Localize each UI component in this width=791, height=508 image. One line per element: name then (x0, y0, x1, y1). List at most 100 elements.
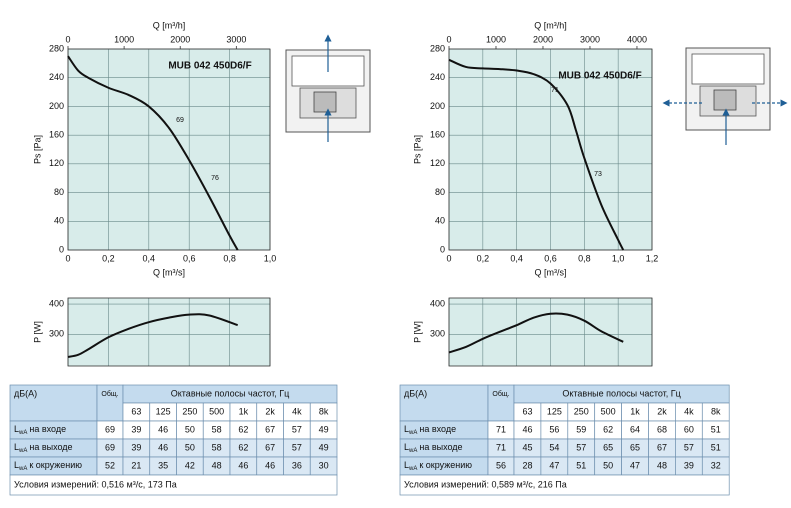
x2-tick-label: 3000 (226, 34, 246, 44)
band-label: 4k (292, 406, 302, 416)
row-text: к окружению (29, 460, 82, 470)
y-tick-label: 200 (49, 101, 64, 111)
band-value: 21 (131, 460, 141, 470)
band-label: 8k (711, 406, 721, 416)
band-value: 36 (292, 460, 302, 470)
y-tick-label: 0 (440, 244, 445, 254)
band-value: 56 (549, 424, 559, 434)
y-axis-label: Ps [Pa] (32, 135, 42, 164)
table-cell (487, 384, 515, 422)
y-tick-label: 400 (430, 298, 445, 308)
y-axis-label: P [W] (412, 321, 422, 343)
band-value: 65 (603, 442, 613, 452)
band-value: 46 (158, 424, 168, 434)
x2-tick-label: 1000 (486, 34, 506, 44)
y-tick-label: 80 (435, 187, 445, 197)
x2-tick-label: 1000 (114, 34, 134, 44)
y-tick-label: 160 (430, 130, 445, 140)
band-value: 62 (603, 424, 613, 434)
x-tick-label: 0,6 (544, 253, 557, 263)
y-tick-label: 160 (49, 130, 64, 140)
band-label: 4k (684, 406, 694, 416)
y-tick-label: 240 (430, 72, 445, 82)
band-value: 50 (603, 460, 613, 470)
row-label: LwA к окружению (404, 460, 472, 471)
row-label: LwA на входе (14, 424, 66, 435)
band-value: 67 (265, 424, 275, 434)
table-header: Октавные полосы частот, Гц (562, 388, 680, 398)
row-text: на выходе (419, 442, 462, 452)
fan-curve (448, 312, 624, 354)
model-label: MUB 042 450D6/F (168, 61, 251, 72)
band-label: 8k (319, 406, 329, 416)
x-tick-label: 0,4 (510, 253, 523, 263)
x-tick-label: 0,8 (223, 253, 236, 263)
x2-tick-label: 0 (65, 34, 70, 44)
x-tick-label: 1,0 (264, 253, 277, 263)
row-subscript: wA (408, 430, 417, 436)
band-label: 63 (131, 406, 141, 416)
table-header: Общ. (101, 390, 118, 398)
band-value: 68 (657, 424, 667, 434)
x-tick-label: 0,8 (578, 253, 591, 263)
row-label: LwA на выходе (14, 442, 73, 453)
table-cell (9, 474, 338, 496)
band-value: 60 (684, 424, 694, 434)
row-subscript: wA (18, 430, 27, 436)
row-total: 69 (105, 424, 115, 434)
band-value: 50 (185, 424, 195, 434)
x-tick-label: 0,2 (477, 253, 490, 263)
y-tick-label: 280 (430, 43, 445, 53)
row-total: 71 (496, 424, 506, 434)
row-label: LwA к окружению (14, 460, 82, 471)
band-value: 57 (292, 442, 302, 452)
sound-table: дБ(А) Общ. Октавные полосы частот, Гц 63 125… (399, 384, 730, 496)
x-axis-label: Q [m³/s] (535, 267, 567, 277)
row-text: к окружению (419, 460, 472, 470)
curve-annotation: 69 (176, 117, 184, 124)
band-value: 57 (684, 442, 694, 452)
measurement-conditions: Условия измерений: 0,589 м³/с, 216 Па (404, 479, 567, 489)
y-tick-label: 0 (59, 244, 64, 254)
band-value: 39 (684, 460, 694, 470)
band-label: 250 (182, 406, 197, 416)
band-value: 39 (131, 442, 141, 452)
band-value: 28 (522, 460, 532, 470)
plot-frame (448, 48, 653, 251)
y-axis-label: Ps [Pa] (412, 135, 422, 164)
band-value: 46 (238, 460, 248, 470)
band-value: 65 (630, 442, 640, 452)
band-label: 125 (156, 406, 171, 416)
unit-diagram (662, 47, 788, 145)
x-tick-label: 0 (65, 253, 70, 263)
y-tick-label: 300 (49, 329, 64, 339)
plot-area (68, 49, 270, 250)
row-symbol: L (14, 442, 19, 452)
band-label: 63 (522, 406, 532, 416)
x-tick-label: 0,4 (143, 253, 156, 263)
plot-area (68, 298, 270, 366)
band-value: 51 (711, 424, 721, 434)
x-tick-label: 1,0 (612, 253, 625, 263)
row-symbol: L (14, 424, 19, 434)
row-text: на входе (419, 424, 456, 434)
fan-curve (67, 55, 239, 251)
band-value: 67 (265, 442, 275, 452)
band-label: 2k (265, 406, 275, 416)
y-axis-label: P [W] (32, 321, 42, 343)
band-value: 59 (576, 424, 586, 434)
y-tick-label: 80 (54, 187, 64, 197)
band-label: 1k (239, 406, 249, 416)
row-symbol: L (404, 424, 409, 434)
y-tick-label: 240 (49, 72, 64, 82)
x-tick-label: 0,2 (102, 253, 115, 263)
row-total: 56 (496, 460, 506, 470)
plot-frame (67, 48, 271, 251)
band-value: 48 (212, 460, 222, 470)
y-tick-label: 120 (49, 158, 64, 168)
table-header: Общ. (492, 390, 509, 398)
band-value: 58 (212, 442, 222, 452)
table-header: Октавные полосы частот, Гц (171, 388, 289, 398)
band-label: 1k (630, 406, 640, 416)
